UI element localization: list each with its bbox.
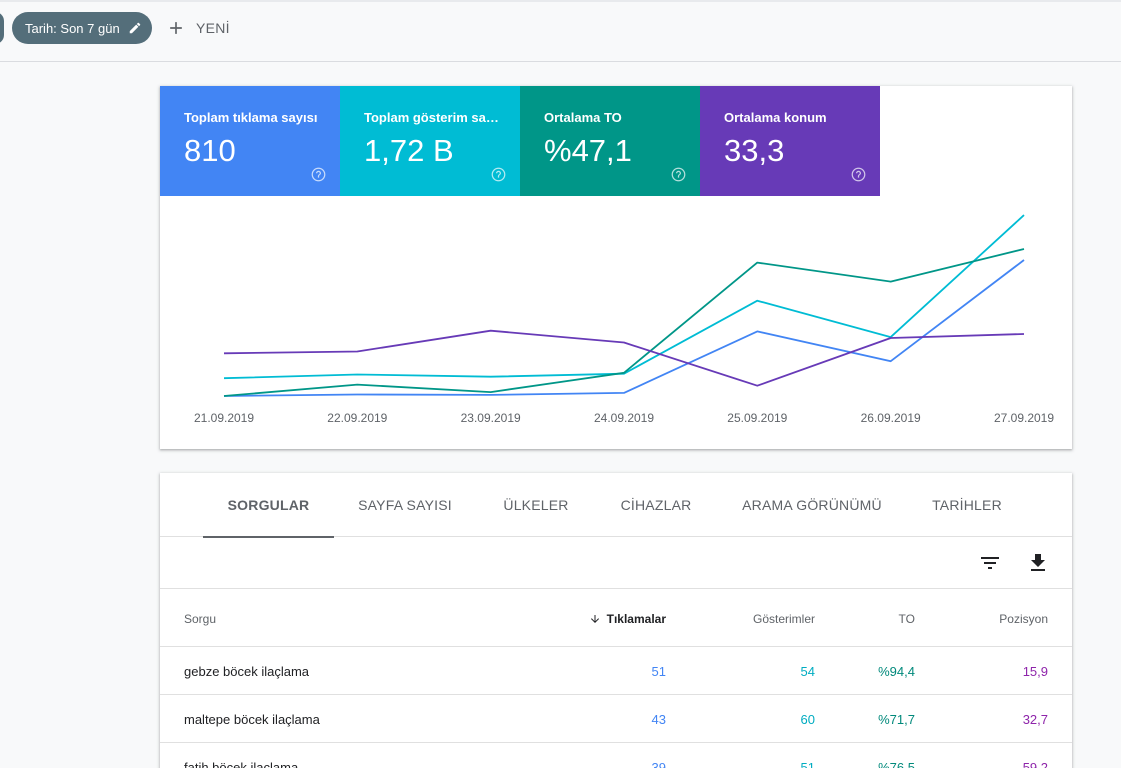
column-header-query[interactable]: Sorgu: [184, 611, 217, 626]
position-cell: 15,9: [1022, 663, 1048, 679]
query-cell: fatih böcek ilaçlama: [184, 759, 299, 768]
ctr-cell: %71,7: [878, 711, 915, 727]
download-icon[interactable]: [1026, 551, 1050, 575]
x-tick-label: 27.09.2019: [994, 411, 1054, 425]
tab-dates[interactable]: TARİHLER: [932, 497, 1002, 513]
performance-chart: 21.09.2019 22.09.2019 23.09.2019 24.09.2019…: [160, 196, 1072, 449]
tab-search-appearance[interactable]: ARAMA GÖRÜNÜMÜ: [742, 497, 882, 513]
table-body: gebze böcek ilaçlama 51 54 %94,4 15,9 ma…: [160, 647, 1072, 768]
table-row[interactable]: fatih böcek ilaçlama 39 51 %76,5 59,2: [160, 743, 1072, 768]
table-row[interactable]: gebze böcek ilaçlama 51 54 %94,4 15,9: [160, 647, 1072, 695]
impressions-cell: 51: [800, 759, 815, 768]
help-icon[interactable]: [491, 167, 506, 182]
impressions-cell: 60: [800, 711, 815, 727]
series-line-3: [223, 329, 1025, 387]
pencil-icon[interactable]: [128, 21, 142, 35]
impressions-cell: 54: [800, 663, 815, 679]
series-line-0: [223, 259, 1025, 397]
clicks-cell: 43: [651, 711, 666, 727]
ctr-cell: %94,4: [878, 663, 915, 679]
performance-card: Toplam tıklama sayısı 810 Toplam gösteri…: [160, 86, 1072, 449]
table-row[interactable]: maltepe böcek ilaçlama 43 60 %71,7 32,7: [160, 695, 1072, 743]
x-tick-label: 23.09.2019: [461, 411, 521, 425]
previous-filter-chip[interactable]: [0, 12, 4, 44]
query-cell: maltepe böcek ilaçlama: [184, 711, 320, 727]
metric-value: %47,1: [544, 133, 632, 168]
date-filter-label: Tarih: Son 7 gün: [25, 20, 120, 36]
column-header-impressions[interactable]: Gösterimler: [752, 611, 815, 626]
position-cell: 59,2: [1022, 759, 1048, 768]
ctr-cell: %76,5: [878, 759, 915, 768]
table-toolbar: [160, 537, 1072, 589]
clicks-cell: 39: [651, 759, 666, 768]
metric-label: Toplam tıklama sayısı: [184, 110, 318, 125]
x-tick-label: 26.09.2019: [861, 411, 921, 425]
help-icon[interactable]: [851, 167, 866, 182]
new-filter-button[interactable]: YENİ: [166, 14, 230, 42]
series-line-1: [223, 214, 1025, 380]
help-icon[interactable]: [671, 167, 686, 182]
table-header: Sorgu Tıklamalar Gösterimler TO Pozisyon: [160, 590, 1072, 647]
column-header-position[interactable]: Pozisyon: [999, 611, 1048, 626]
metric-label: Ortalama konum: [724, 110, 827, 125]
date-filter-chip[interactable]: Tarih: Son 7 gün: [12, 12, 152, 44]
position-cell: 32,7: [1022, 711, 1048, 727]
filter-icon[interactable]: [978, 551, 1002, 575]
tab-queries[interactable]: SORGULAR: [203, 473, 334, 538]
plus-icon: [170, 22, 182, 34]
metric-average-ctr[interactable]: Ortalama TO %47,1: [520, 86, 700, 196]
query-cell: gebze böcek ilaçlama: [184, 663, 310, 679]
top-divider: [0, 0, 1121, 2]
metric-label: Toplam gösterim sayısı: [364, 110, 499, 125]
tab-countries[interactable]: ÜLKELER: [503, 497, 569, 513]
metric-tiles: Toplam tıklama sayısı 810 Toplam gösteri…: [160, 86, 880, 196]
help-icon[interactable]: [311, 167, 326, 182]
new-filter-label: YENİ: [196, 20, 230, 36]
metric-total-impressions[interactable]: Toplam gösterim sayısı 1,72 B: [340, 86, 520, 196]
metric-average-position[interactable]: Ortalama konum 33,3: [700, 86, 880, 196]
arrow-down-icon: [590, 614, 599, 623]
metric-value: 1,72 B: [364, 133, 454, 168]
column-header-ctr[interactable]: TO: [898, 611, 915, 626]
x-tick-label: 21.09.2019: [194, 411, 254, 425]
queries-card: SORGULAR SAYFA SAYISI ÜLKELER CİHAZLAR A…: [160, 473, 1072, 768]
series-line-2: [223, 248, 1025, 397]
metric-value: 33,3: [724, 133, 785, 168]
x-tick-label: 22.09.2019: [327, 411, 387, 425]
column-header-clicks[interactable]: Tıklamalar: [589, 590, 666, 647]
metric-label: Ortalama TO: [544, 110, 622, 125]
x-tick-label: 24.09.2019: [594, 411, 654, 425]
dimension-tabs: SORGULAR SAYFA SAYISI ÜLKELER CİHAZLAR A…: [160, 473, 1072, 538]
metric-value: 810: [184, 133, 236, 168]
column-header-clicks-label: Tıklamalar: [606, 611, 666, 626]
metric-total-clicks[interactable]: Toplam tıklama sayısı 810: [160, 86, 340, 196]
filter-bar: Tarih: Son 7 gün YENİ: [0, 0, 1121, 62]
clicks-cell: 51: [651, 663, 666, 679]
tab-devices[interactable]: CİHAZLAR: [620, 497, 692, 513]
tab-pages[interactable]: SAYFA SAYISI: [358, 497, 452, 513]
x-tick-label: 25.09.2019: [727, 411, 787, 425]
line-chart: 21.09.2019 22.09.2019 23.09.2019 24.09.2019…: [194, 214, 1054, 425]
